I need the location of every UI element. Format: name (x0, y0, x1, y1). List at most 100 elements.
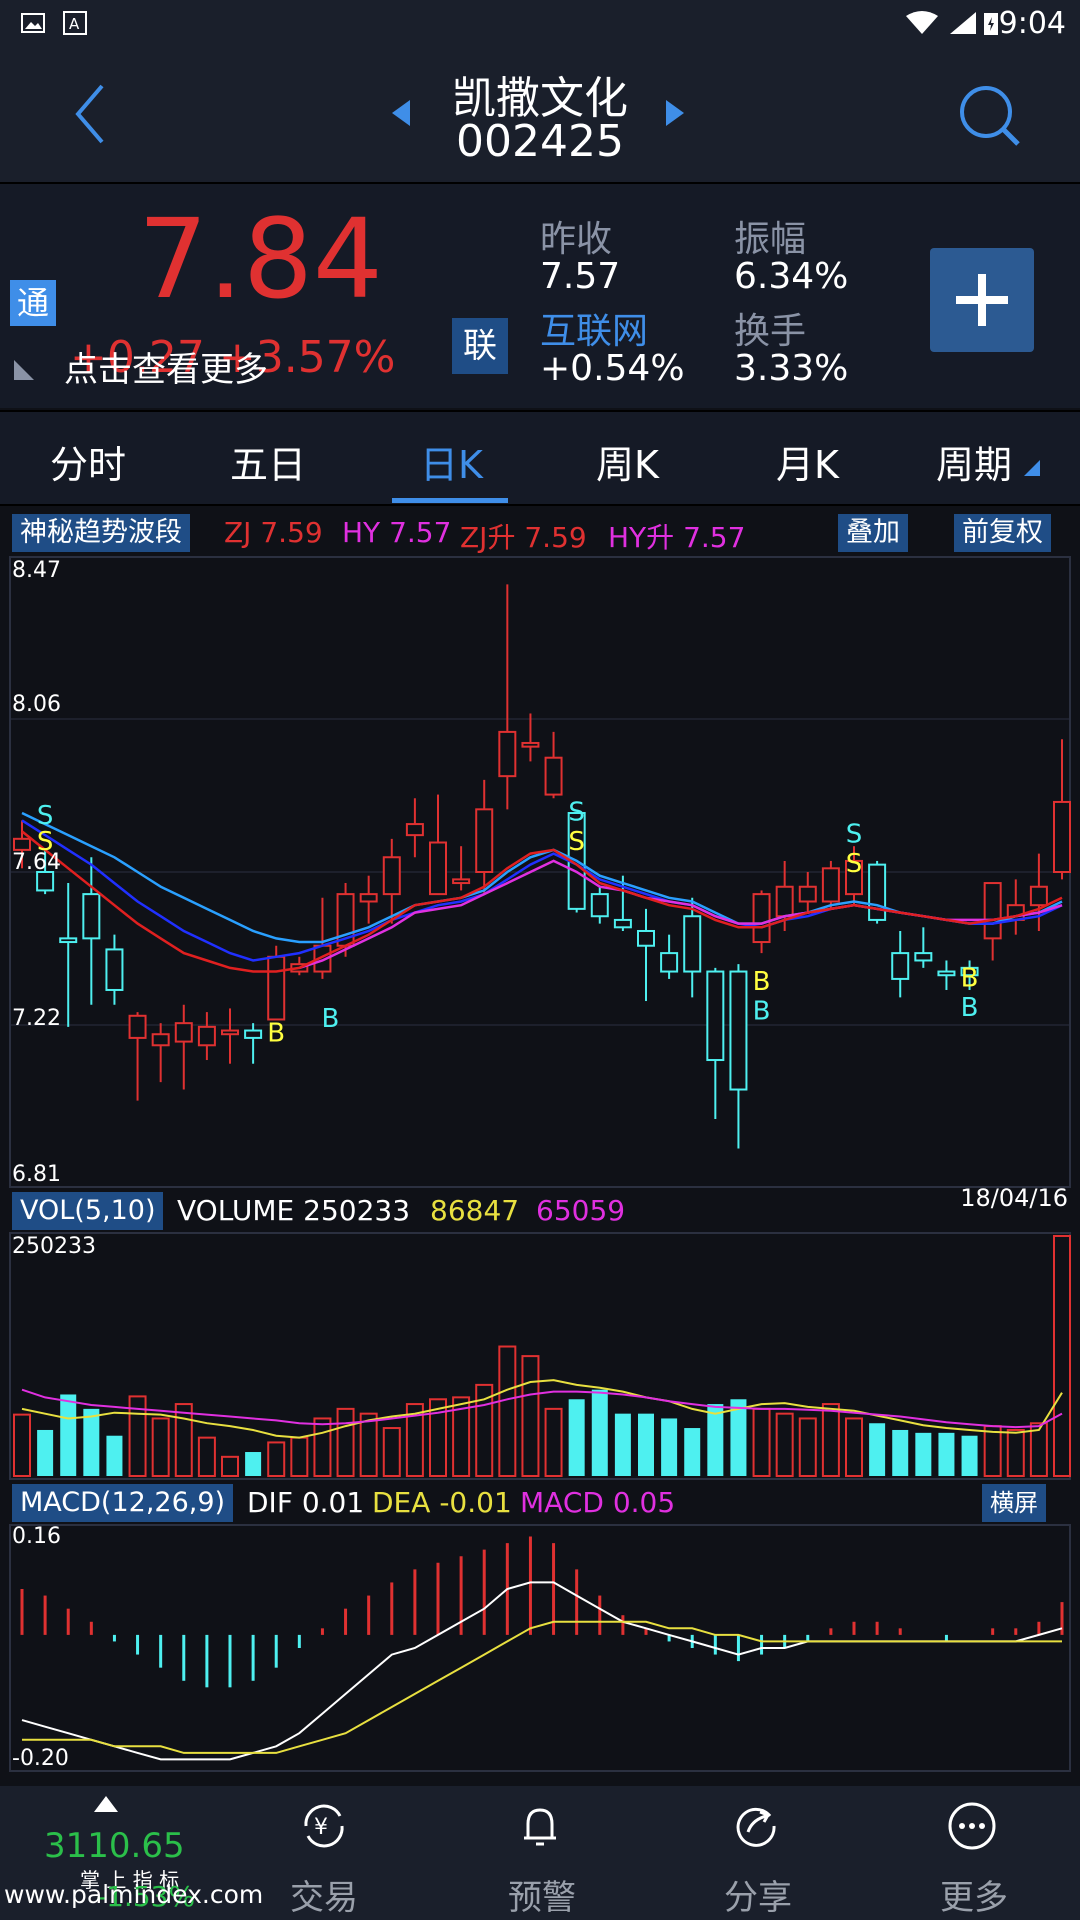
dropdown-triangle-icon[interactable] (1024, 460, 1040, 476)
volume-bar (452, 1396, 471, 1477)
candle-body (405, 823, 424, 837)
tab-daily-k[interactable]: 日K (420, 443, 483, 487)
volume-value: 250233 (303, 1194, 411, 1227)
bottom-nav: 3110.65 掌 上 指 标 -1.53% www.palmindex.com… (0, 1786, 1080, 1920)
volume-chart[interactable] (0, 1232, 1080, 1480)
svg-text:A: A (69, 15, 80, 33)
candle-body (683, 915, 702, 973)
volume-bar (498, 1345, 517, 1477)
change-percent: +3.57% (218, 332, 396, 383)
share-icon (736, 1807, 776, 1847)
add-watchlist-button[interactable] (930, 248, 1034, 352)
signal-marker: S (568, 827, 585, 857)
candle-body (221, 1029, 239, 1036)
candle-body (845, 859, 863, 896)
nav-trade[interactable]: ¥ 交易 (262, 1786, 382, 1920)
volume-bar (313, 1417, 332, 1477)
moving-average-line (21, 819, 1063, 962)
dea-value: -0.01 (439, 1486, 512, 1519)
sector-label[interactable]: 互联网 (540, 311, 649, 352)
signal-marker: S (568, 797, 585, 827)
candle-body (660, 952, 679, 973)
current-price: 7.84 (138, 195, 383, 323)
tab-period[interactable]: 周期 (936, 443, 1013, 487)
tong-badge: 通 (10, 280, 56, 326)
vol-ma5-value: 86847 (430, 1194, 520, 1227)
candle-body (752, 893, 771, 944)
volume-bar (614, 1413, 631, 1476)
volume-bar (429, 1398, 447, 1478)
volume-bar (730, 1399, 747, 1476)
candle-body (429, 841, 447, 896)
nav-alert[interactable]: 预警 (480, 1786, 600, 1920)
tab-intraday[interactable]: 分时 (50, 443, 127, 487)
index-widget[interactable]: 3110.65 掌 上 指 标 -1.53% www.palmindex.com (0, 1786, 263, 1920)
volume-indicator-button[interactable]: VOL(5,10) (12, 1192, 164, 1230)
candle-body (36, 871, 55, 892)
prev-stock-icon[interactable] (390, 98, 412, 128)
volume-bar (892, 1429, 909, 1476)
volume-bar (1029, 1422, 1048, 1477)
back-icon[interactable] (70, 82, 110, 146)
tab-monthly-k[interactable]: 月K (776, 443, 839, 487)
candle-body (521, 741, 540, 748)
prev-close-label: 昨收 (540, 219, 613, 260)
macd-signal-line (22, 1620, 1062, 1754)
candle-body (498, 730, 517, 778)
volume-bar (752, 1407, 771, 1478)
next-stock-icon[interactable] (664, 98, 686, 128)
macd-chart[interactable] (0, 1524, 1080, 1772)
macd-max-tick: 0.16 (12, 1524, 61, 1549)
tab-weekly-k[interactable]: 周K (596, 443, 659, 487)
moving-average-line (21, 811, 1063, 944)
candle-body (821, 867, 840, 903)
quote-panel[interactable]: 通 7.84 +0.27 +3.57% 点击查看更多 联 昨收 7.57 互联网… (0, 184, 1080, 408)
dif-label: DIF (247, 1486, 293, 1519)
volume-bar (961, 1435, 978, 1476)
candle-body (1029, 885, 1048, 907)
macd-indicator-button[interactable]: MACD(12,26,9) (12, 1484, 234, 1522)
candle-body (983, 882, 1002, 940)
signal-icon (950, 12, 976, 34)
volume-bar (106, 1435, 123, 1476)
candle-body (382, 856, 401, 896)
nav-share[interactable]: 分享 (696, 1786, 816, 1920)
overlay-button[interactable]: 叠加 (838, 514, 908, 552)
volume-bar (245, 1452, 262, 1476)
adjust-button[interactable]: 前复权 (954, 514, 1051, 552)
corner-arrow-icon (14, 360, 34, 380)
plus-icon (956, 274, 1008, 326)
candle-body (244, 1029, 263, 1039)
candle-body (128, 1014, 147, 1039)
zj-rise-readout: ZJ升 7.59 (460, 516, 587, 556)
volume-bar (661, 1418, 678, 1476)
volume-bar (128, 1395, 147, 1477)
signal-marker: S (37, 827, 54, 857)
lian-badge[interactable]: 联 (452, 318, 508, 374)
moving-average-line (298, 859, 1063, 970)
candle-body (891, 952, 910, 980)
dif-readout: DIF 0.01 (247, 1486, 364, 1519)
candle-body (937, 970, 956, 977)
volume-bar (1006, 1428, 1025, 1477)
vol-ma10-value: 65059 (536, 1194, 626, 1227)
search-icon[interactable] (958, 84, 1022, 148)
tab-five-day[interactable]: 五日 (230, 443, 307, 487)
y-tick-1: 8.06 (12, 692, 61, 717)
dea-readout: DEA -0.01 (372, 1486, 512, 1519)
zj-value: 7.59 (260, 516, 323, 549)
bell-icon (524, 1808, 556, 1846)
dif-value: 0.01 (301, 1486, 365, 1519)
sector-change: +0.54% (540, 348, 685, 389)
volume-bar (821, 1403, 840, 1478)
macd-readout: MACD 0.05 (520, 1486, 675, 1519)
indicator-name-button[interactable]: 神秘趋势波段 (12, 514, 190, 552)
volume-ma-line (21, 1388, 1063, 1429)
nav-more[interactable]: 更多 (912, 1786, 1032, 1920)
volume-bar (60, 1394, 77, 1476)
turnover-value: 3.33% (734, 348, 849, 389)
stock-name: 凯撒文化 (452, 73, 628, 124)
more-hint[interactable]: 点击查看更多 (64, 350, 268, 390)
landscape-button[interactable]: 横屏 (982, 1484, 1046, 1522)
